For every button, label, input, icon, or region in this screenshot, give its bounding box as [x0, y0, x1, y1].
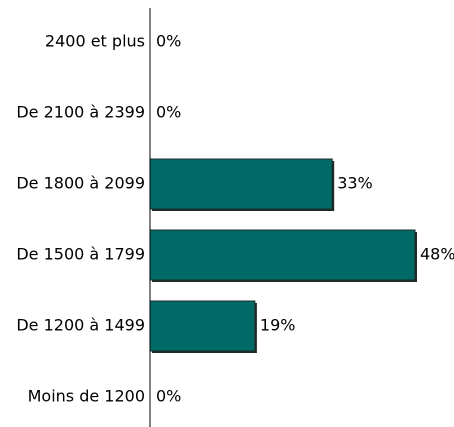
value-label: 0%: [156, 32, 181, 51]
bar: [149, 229, 416, 281]
category-label: Moins de 1200: [28, 387, 145, 406]
bars-group: [149, 158, 417, 353]
bar: [149, 158, 333, 210]
value-label: 33%: [337, 174, 373, 193]
category-label: De 2100 à 2399: [16, 103, 145, 122]
value-label: 0%: [156, 103, 181, 122]
category-label: De 1800 à 2099: [16, 174, 145, 193]
value-label: 48%: [420, 245, 454, 264]
category-label: De 1500 à 1799: [16, 245, 145, 264]
category-label: De 1200 à 1499: [16, 316, 145, 335]
category-label: 2400 et plus: [45, 32, 145, 51]
value-label: 19%: [260, 316, 296, 335]
bar: [149, 300, 256, 352]
labels-group: 2400 et plus 0% De 2100 à 2399 0% De 1800 à …: [16, 32, 454, 406]
value-label: 0%: [156, 387, 181, 406]
